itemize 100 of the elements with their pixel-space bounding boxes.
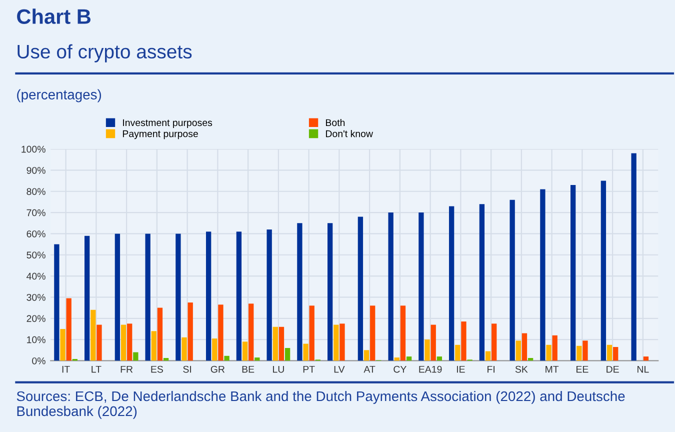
bar [120, 324, 126, 361]
y-tick-label: 0% [32, 357, 46, 364]
bar [309, 306, 314, 361]
bar [582, 340, 588, 361]
bar [133, 352, 138, 361]
bar [400, 306, 406, 361]
x-tick-label: ES [151, 366, 163, 373]
x-tick-label: BE [242, 366, 254, 373]
bar [370, 306, 376, 361]
x-tick-label: EA19 [419, 366, 442, 373]
legend-label: Both [326, 118, 345, 126]
bar [406, 356, 412, 361]
source-note: Sources: ECB, De Nederlandsche Bank and the Dutch Payments Association (2022) and Deutsche Bundesbank (2022) [16, 390, 625, 419]
x-tick-label: CY [394, 366, 406, 373]
bar [570, 185, 576, 361]
bar [182, 337, 187, 361]
bar [303, 344, 308, 361]
y-tick-label: 10% [27, 336, 46, 344]
bar [631, 153, 636, 361]
bar [455, 344, 460, 361]
y-tick-label: 60% [26, 230, 46, 238]
y-tick-label: 50% [26, 252, 46, 258]
bar [540, 189, 546, 361]
bar [278, 326, 284, 361]
bar [284, 348, 290, 361]
bar [176, 234, 181, 361]
bar [54, 244, 60, 361]
bar [430, 324, 436, 361]
x-tick-label: LU [273, 366, 284, 373]
legend-label: Payment purpose [122, 130, 198, 140]
bar [600, 180, 606, 361]
y-axis-title: (percentages) [17, 89, 102, 102]
chart-title: Chart B [17, 8, 90, 24]
bar [613, 346, 618, 361]
bar [334, 324, 339, 361]
bar [60, 328, 66, 361]
bar [242, 342, 248, 361]
bar [552, 335, 558, 361]
legend-label: Don't know [326, 130, 374, 138]
bar [151, 331, 156, 361]
bar [364, 350, 370, 361]
chart-subtitle: Use of crypto assets [18, 44, 192, 62]
y-tick-label: 20% [26, 315, 46, 322]
bar [84, 236, 90, 361]
bar [388, 212, 394, 361]
bar [114, 234, 120, 361]
bar [510, 200, 515, 361]
x-tick-label: FR [120, 366, 133, 373]
x-tick-label: MT [546, 366, 559, 373]
bar [90, 310, 96, 361]
bar [340, 324, 345, 361]
bar [297, 223, 302, 361]
x-tick-label: AT [364, 366, 376, 373]
bar [358, 216, 364, 361]
bar [206, 232, 212, 361]
bar [436, 356, 442, 361]
y-tick-label: 100% [22, 146, 46, 153]
bar [394, 358, 400, 361]
bar [224, 356, 230, 361]
y-tick-label: 80% [26, 188, 46, 195]
x-tick-label: LT [92, 366, 102, 373]
x-tick-label: DE [606, 366, 619, 373]
bar [606, 344, 612, 361]
bar [254, 358, 260, 361]
bar [418, 212, 424, 361]
x-tick-label: NL [638, 366, 649, 373]
legend-label: Investment purposes [123, 119, 212, 128]
bar [127, 324, 132, 361]
bar [248, 304, 254, 361]
x-tick-label: EE [576, 366, 588, 373]
bar [485, 351, 491, 361]
x-tick-label: IE [456, 366, 465, 373]
x-tick-label: SK [515, 366, 528, 373]
bar [576, 346, 582, 361]
x-tick-label: PT [303, 366, 315, 373]
bar [546, 344, 552, 361]
bar [66, 298, 72, 361]
bar [461, 322, 466, 361]
y-tick-label: 90% [26, 166, 46, 174]
bar [266, 229, 272, 361]
bar [516, 340, 521, 361]
bar [492, 324, 497, 361]
bar [522, 333, 528, 361]
y-tick-label: 70% [26, 209, 46, 216]
x-tick-label: FI [488, 366, 494, 373]
x-tick-label: GR [210, 366, 225, 373]
bar [424, 340, 430, 361]
bar [272, 326, 278, 361]
bar [218, 304, 224, 361]
x-tick-label: IT [62, 366, 70, 373]
bar [188, 302, 193, 361]
y-tick-label: 30% [26, 294, 46, 301]
x-tick-label: SI [183, 366, 192, 373]
y-tick-label: 40% [26, 272, 46, 280]
bar [643, 356, 649, 361]
bar [236, 232, 242, 361]
bar [212, 338, 218, 361]
bar [327, 223, 333, 361]
bar [96, 324, 102, 361]
bar [479, 204, 485, 361]
